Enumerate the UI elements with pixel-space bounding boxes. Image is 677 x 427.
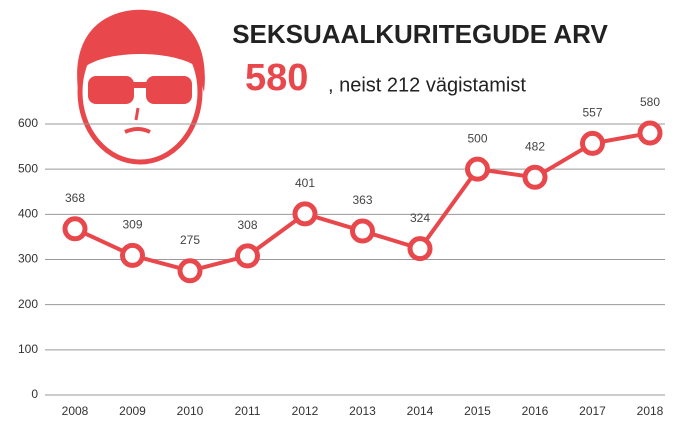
x-tick-label: 2011 [235,404,261,418]
y-tick-label: 500 [18,161,38,175]
x-tick-label: 2008 [62,404,89,418]
x-tick-label: 2009 [119,404,146,418]
value-label: 557 [582,106,602,120]
y-tick-label: 100 [18,342,38,356]
x-tick-label: 2017 [579,404,606,418]
value-label: 275 [180,233,200,247]
point [525,167,545,187]
x-tick-label: 2015 [464,404,491,418]
point [180,261,200,281]
value-label: 309 [122,218,142,232]
y-tick-label: 0 [31,387,38,401]
point [353,221,373,241]
y-tick-label: 300 [18,252,38,266]
point [468,159,488,179]
chart: SEKSUAALKURITEGUDE ARV 580 , neist 212 v… [0,0,677,422]
value-label: 500 [467,131,487,145]
value-label: 401 [295,176,315,190]
x-tick-label: 2012 [292,404,319,418]
point [410,239,430,259]
y-tick-label: 600 [18,116,38,130]
point [640,123,660,143]
x-tick-label: 2014 [407,404,434,418]
value-label: 363 [352,193,372,207]
value-label: 368 [65,191,85,205]
point [583,133,603,153]
x-tick-label: 2016 [522,404,549,418]
point [65,219,85,239]
value-label: 580 [640,95,660,109]
face-icon [77,10,205,162]
point [238,246,258,266]
y-tick-label: 200 [18,297,38,311]
value-label: 482 [525,139,545,153]
chart-subtitle: , neist 212 vägistamist [328,74,526,96]
x-tick-label: 2018 [637,404,664,418]
x-tick-label: 2013 [349,404,376,418]
highlight-number: 580 [245,57,308,99]
value-label: 308 [237,218,257,232]
value-label: 324 [410,211,430,225]
point [295,204,315,224]
chart-title: SEKSUAALKURITEGUDE ARV [232,19,608,49]
y-tick-label: 400 [18,207,38,221]
point [123,245,143,265]
x-tick-label: 2010 [177,404,204,418]
